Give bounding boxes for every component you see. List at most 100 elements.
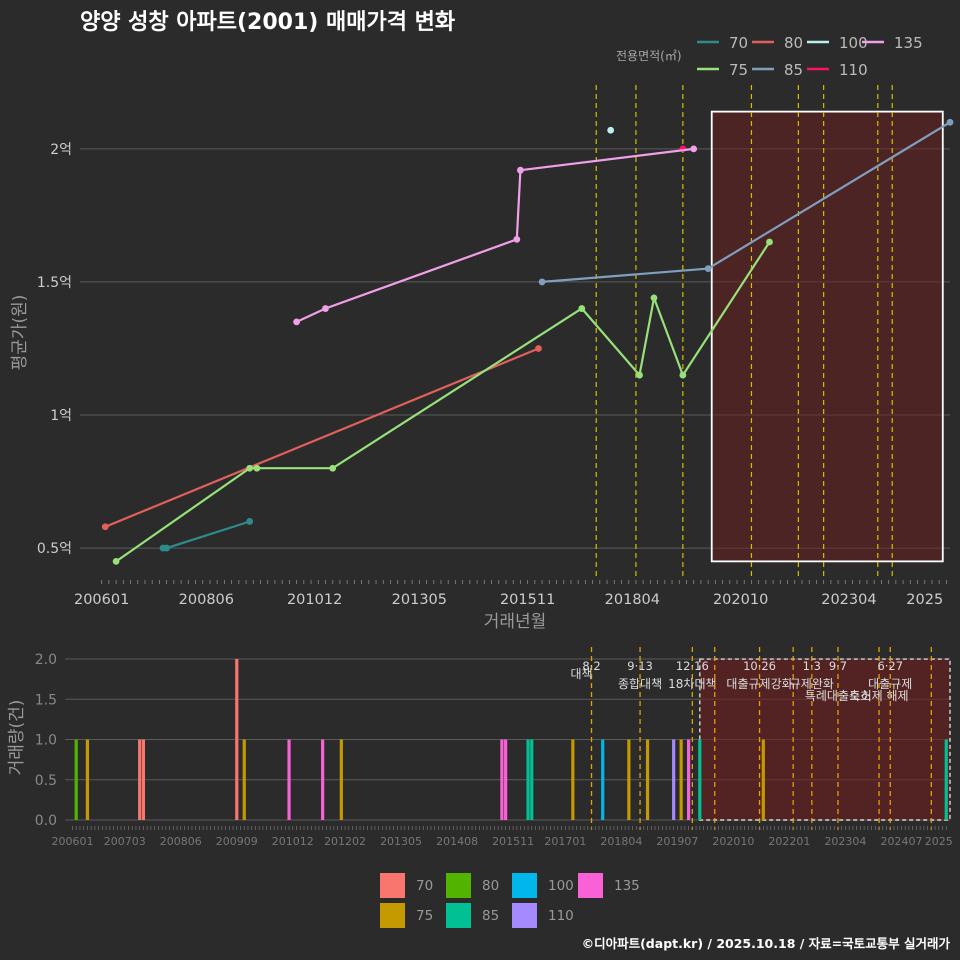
price-y-tick-label: 0.5억 bbox=[37, 541, 72, 557]
volume-bar-100 bbox=[601, 739, 605, 820]
volume-bar-75 bbox=[679, 739, 683, 820]
volume-x-tick-label: 202010 bbox=[712, 835, 754, 848]
volume-bar-75 bbox=[627, 739, 631, 820]
price-x-tick-label: 200601 bbox=[74, 592, 129, 608]
volume-bar-75 bbox=[645, 739, 650, 820]
top-legend-label-80: 80 bbox=[784, 34, 803, 52]
volume-bar-85 bbox=[944, 739, 948, 820]
volume-x-tick-label: 201012 bbox=[272, 835, 314, 848]
event-policy-label: 토허제 해제 bbox=[850, 689, 909, 703]
bottom-legend: 70 80 100 135 75 85 110 bbox=[380, 873, 640, 928]
series-line-80 bbox=[104, 347, 539, 528]
bottom-legend-label-85: 85 bbox=[482, 908, 499, 924]
volume-x-tick-label: 202201 bbox=[768, 835, 810, 848]
bottom-legend-swatch-110 bbox=[512, 903, 537, 928]
bottom-legend-label-75: 75 bbox=[416, 908, 433, 924]
price-x-tick-label: 2025 bbox=[906, 592, 943, 608]
top-legend-label-75: 75 bbox=[729, 61, 748, 79]
volume-bar-70 bbox=[235, 659, 239, 820]
volume-x-tick-label: 201804 bbox=[600, 835, 642, 848]
top-legend-title: 전용면적(㎡) bbox=[616, 49, 682, 63]
event-policy-label: 18차대책 bbox=[668, 676, 716, 691]
bottom-legend-label-110: 110 bbox=[548, 908, 574, 924]
data-point-135 bbox=[517, 166, 524, 174]
bottom-legend-swatch-70 bbox=[380, 873, 405, 898]
volume-bar-110 bbox=[672, 739, 676, 820]
data-point-135 bbox=[293, 318, 300, 326]
volume-y-tick-label: 1.0 bbox=[35, 733, 57, 749]
volume-y-axis-title: 거래량(건) bbox=[7, 700, 27, 776]
volume-bar-70 bbox=[138, 739, 142, 820]
event-policy-label: 규제완화 bbox=[790, 677, 834, 691]
volume-bar-135 bbox=[687, 739, 691, 820]
data-point-135 bbox=[690, 145, 698, 153]
chart-title: 양양 성창 아파트(2001) 매매가격 변화 bbox=[80, 10, 456, 35]
volume-x-tick-label: 202304 bbox=[824, 835, 866, 848]
volume-bar-135 bbox=[500, 739, 504, 820]
event-policy-label: 종합대책 bbox=[618, 676, 662, 691]
top-legend-label-110: 110 bbox=[839, 61, 868, 79]
volume-y-tick-label: 0.5 bbox=[35, 773, 57, 789]
data-point-85 bbox=[704, 265, 712, 273]
price-x-tick-label: 201511 bbox=[500, 592, 555, 608]
data-point-75 bbox=[766, 238, 773, 246]
volume-x-tick-label: 200601 bbox=[51, 835, 93, 848]
bottom-legend-label-70: 70 bbox=[416, 878, 433, 894]
volume-highlight-box bbox=[699, 658, 951, 821]
event-policy-label: 대출규제 bbox=[868, 677, 912, 691]
price-y-axis-title: 평균가(원) bbox=[10, 295, 30, 371]
volume-bar-85 bbox=[530, 739, 534, 820]
volume-x-tick-label: 200909 bbox=[216, 835, 258, 848]
volume-bar-75 bbox=[571, 739, 575, 820]
data-point-85 bbox=[538, 278, 546, 286]
data-point-75 bbox=[253, 464, 261, 472]
data-point-85 bbox=[946, 118, 954, 126]
price-x-tick-label: 201804 bbox=[605, 592, 660, 608]
data-point-80 bbox=[535, 345, 542, 352]
event-policy-label: 대출규제강화 bbox=[726, 677, 792, 691]
top-legend-label-85: 85 bbox=[784, 61, 803, 79]
price-y-tick-label: 1.5억 bbox=[37, 275, 72, 291]
price-x-axis-title: 거래년월 bbox=[484, 612, 547, 632]
data-point-135 bbox=[513, 235, 521, 243]
event-date-label: 1·3 bbox=[803, 659, 821, 673]
bottom-legend-label-135: 135 bbox=[614, 878, 640, 894]
data-point-70 bbox=[246, 518, 254, 525]
volume-bar-135 bbox=[504, 739, 508, 820]
volume-x-tick-label: 201305 bbox=[380, 835, 422, 848]
data-point-70 bbox=[163, 544, 171, 552]
volume-x-tick-label: 202407 bbox=[880, 835, 922, 848]
event-date-label: 10·26 bbox=[743, 659, 776, 673]
volume-x-tick-label: 200703 bbox=[104, 835, 146, 848]
data-point-100 bbox=[607, 126, 615, 134]
event-date-label: 8·2 bbox=[582, 659, 600, 673]
volume-bar-70 bbox=[141, 739, 146, 820]
volume-x-tick-label: 201701 bbox=[544, 835, 586, 848]
series-line-70 bbox=[163, 520, 251, 550]
top-legend: 전용면적(㎡) 70 80 100 135 75 85 110 bbox=[616, 34, 923, 79]
price-x-tick-label: 200806 bbox=[179, 592, 234, 608]
data-point-135 bbox=[322, 305, 329, 312]
volume-x-tick-label: 201408 bbox=[436, 835, 478, 848]
event-date-label: 9·13 bbox=[627, 659, 653, 673]
event-policy-label: 대책 bbox=[570, 666, 592, 681]
data-point-75 bbox=[112, 557, 120, 565]
volume-y-tick-label: 2.0 bbox=[35, 652, 57, 668]
event-policy-label: 특례대출축소 bbox=[805, 689, 871, 703]
volume-bar-75 bbox=[242, 739, 246, 820]
event-date-label: 12·16 bbox=[676, 659, 709, 673]
bottom-legend-label-100: 100 bbox=[548, 878, 574, 894]
top-legend-label-70: 70 bbox=[729, 34, 748, 52]
data-point-75 bbox=[578, 305, 586, 312]
top-legend-label-135: 135 bbox=[894, 34, 923, 52]
volume-bar-75 bbox=[339, 739, 343, 820]
bottom-legend-swatch-75 bbox=[380, 903, 405, 928]
series-line-75 bbox=[115, 241, 771, 563]
volume-x-tick-label: 201907 bbox=[656, 835, 698, 848]
bottom-legend-swatch-80 bbox=[446, 873, 471, 898]
data-point-75 bbox=[246, 464, 254, 472]
bottom-legend-swatch-85 bbox=[446, 903, 471, 928]
volume-bar-85 bbox=[698, 739, 702, 820]
price-x-tick-label: 201305 bbox=[392, 592, 447, 608]
bottom-legend-swatch-100 bbox=[512, 873, 537, 898]
